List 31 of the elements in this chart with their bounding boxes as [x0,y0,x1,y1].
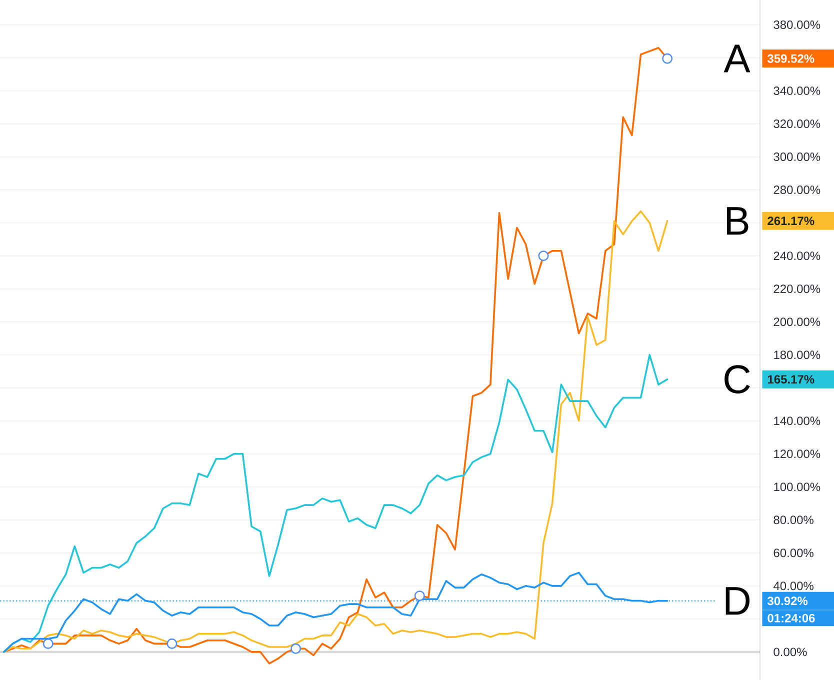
y-tick-label: 320.00% [774,120,820,128]
text: 01:24:06 [768,614,815,622]
y-tick-label: 140.00% [774,416,820,426]
point [166,638,178,649]
y-tick-label: 240.00% [774,252,820,260]
y-tick-label: 220.00% [774,284,820,294]
point [414,590,425,602]
y-tick-label: 120.00% [774,450,820,458]
legend-label: C [724,365,750,394]
point [538,250,549,262]
y-tick-label: 80.00% [774,516,814,524]
y-tick-label: 60.00% [774,548,814,558]
y-tick-label: 280.00% [774,186,820,194]
y-tick-label: 0.00% [774,648,807,656]
y-tick-label: 200.00% [774,318,820,326]
text: 165.17% [768,375,814,384]
y-tick-label: 300.00% [774,152,820,162]
point [42,638,54,649]
y-tick-label: 340.00% [774,86,820,96]
text: 30.92% [767,596,808,606]
y-tick-label: 380.00% [774,20,820,29]
legend-label: A [724,44,750,72]
y-tick-label: 180.00% [774,350,820,360]
legend-label: D [726,587,750,615]
text: 261.17% [768,216,814,226]
y-tick-label: 100.00% [774,482,820,492]
y-tick-label: 40.00% [773,582,814,590]
point [662,53,673,64]
point [290,643,302,654]
text: 359.52% [767,54,814,63]
legend-label: B [726,207,748,235]
